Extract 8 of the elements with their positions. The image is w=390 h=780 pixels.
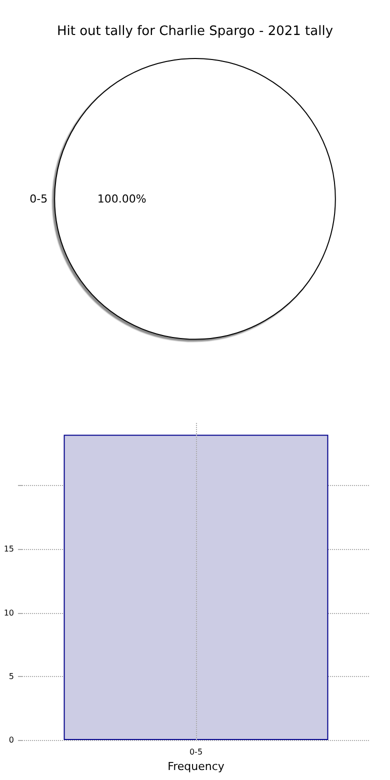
- x-axis-title: Frequency: [168, 760, 225, 773]
- chart-title: Hit out tally for Charlie Spargo - 2021 tally: [56, 24, 334, 39]
- y-tick-label: 5: [8, 672, 14, 681]
- data-label: 100.00%: [97, 192, 146, 206]
- y-tick-label: 15: [4, 544, 14, 554]
- y-tick-label: 10: [4, 608, 14, 618]
- slice-label: 0-5: [30, 192, 48, 206]
- y-tick-label: 0: [8, 736, 14, 744]
